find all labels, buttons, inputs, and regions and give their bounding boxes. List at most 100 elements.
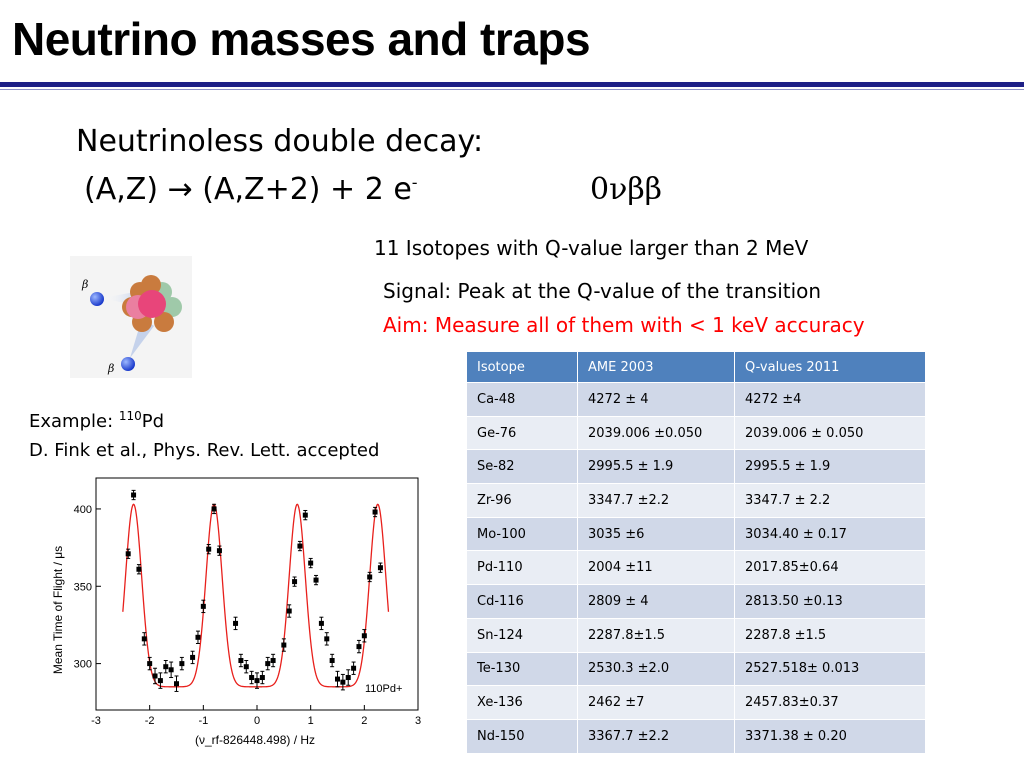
table-row: Xe-136 2462 ±7 2457.83±0.37 [467,685,926,720]
data-point [206,546,212,552]
example-line: Example: 110Pd [29,402,379,436]
column-header-isotope: Isotope [467,352,578,383]
data-point [179,661,185,667]
cell-ame2003: 3347.7 ±2.2 [577,483,735,518]
table-row: Te-130 2530.3 ±2.0 2527.518± 0.013 [467,651,926,686]
cell-ame2003: 2004 ±11 [577,550,735,585]
q-value-table: Isotope AME 2003 Q-values 2011 Ca-48 4272… [467,352,926,753]
data-point [297,543,303,549]
cell-qvalue2011: 2813.50 ±0.13 [734,584,926,619]
reaction-rhs: (A,Z+2) + 2 e [202,172,412,207]
cell-isotope: Xe-136 [467,685,578,720]
data-point [324,636,330,642]
isotopes-note: 11 Isotopes with Q-value larger than 2 M… [374,236,809,260]
data-point [174,681,179,687]
data-point [286,608,292,614]
title-divider-thin [0,89,1024,90]
data-point [190,654,196,660]
x-tick-label: -3 [91,715,101,727]
data-point [152,673,158,679]
cell-ame2003: 2462 ±7 [577,685,735,720]
cell-isotope: Se-82 [467,449,578,484]
data-point [233,620,239,626]
cell-isotope: Mo-100 [467,516,578,551]
cell-qvalue2011: 2017.85±0.64 [734,550,926,585]
example-prefix: Example: [29,411,119,432]
table-row: Pd-110 2004 ±11 2017.85±0.64 [467,550,926,585]
data-point [141,636,147,642]
cell-qvalue2011: 3034.40 ± 0.17 [734,516,926,551]
x-tick-label: -2 [145,715,155,727]
data-point [308,560,314,566]
x-tick-label: 0 [254,715,260,727]
cell-ame2003: 2530.3 ±2.0 [577,651,735,686]
cell-ame2003: 2039.006 ±0.050 [577,415,735,450]
table-row: Ge-76 2039.006 ±0.050 2039.006 ± 0.050 [467,415,926,450]
data-point [259,675,265,681]
cell-isotope: Pd-110 [467,550,578,585]
data-point [238,658,244,664]
x-tick-label: 3 [415,715,421,727]
data-point [345,675,351,681]
nucleus-illustration: β β [70,256,192,378]
data-point [157,678,163,684]
tof-resonance-chart: -3 -2 -1 0 1 2 3 300 350 400 Mean Time of Flight … [51,477,421,747]
cell-isotope: Ca-48 [467,382,578,417]
data-point [351,665,357,671]
cell-ame2003: 3035 ±6 [577,516,735,551]
title-divider [0,82,1024,87]
data-point [249,675,255,681]
reaction-arrow-icon: → [167,172,193,207]
section-heading: Neutrinoless double decay: [76,124,484,159]
signal-text: Signal: Peak at the Q-value of the trans… [383,279,822,303]
table-row: Cd-116 2809 ± 4 2813.50 ±0.13 [467,584,926,619]
table-row: Zr-96 3347.7 ±2.2 3347.7 ± 2.2 [467,483,926,518]
cell-qvalue2011: 4272 ±4 [734,382,926,417]
cell-isotope: Nd-150 [467,718,578,753]
table-row: Se-82 2995.5 ± 1.9 2995.5 ± 1.9 [467,449,926,484]
data-point [211,506,217,512]
data-point [318,620,324,626]
cell-isotope: Ge-76 [467,415,578,450]
x-axis-label: (ν_rf-826448.498) / Hz [195,733,315,747]
electron-top-icon [90,292,104,306]
data-point [195,634,201,640]
table-header-row: Isotope AME 2003 Q-values 2011 [467,352,926,383]
data-point [356,644,362,650]
beta-label-top: β [81,278,88,291]
x-tick-label: 2 [361,715,367,727]
beta-label-bottom: β [107,362,114,375]
fit-curve [122,503,390,688]
data-point [302,512,308,518]
data-point [216,548,222,554]
decay-reaction: (A,Z) → (A,Z+2) + 2 e- [84,172,418,207]
data-point [136,566,142,572]
data-point [254,678,260,684]
data-point [131,492,137,498]
data-point [340,679,346,685]
data-point [163,664,169,670]
table-row: Ca-48 4272 ± 4 4272 ±4 [467,382,926,417]
cell-qvalue2011: 2457.83±0.37 [734,685,926,720]
data-point [200,603,206,609]
electron-charge: - [411,173,418,192]
y-tick-label: 400 [74,504,92,516]
example-caption: Example: 110Pd D. Fink et al., Phys. Rev… [29,402,379,465]
data-point [292,579,298,585]
cell-ame2003: 4272 ± 4 [577,382,735,417]
cell-qvalue2011: 2039.006 ± 0.050 [734,415,926,450]
nucleus-icon [122,275,182,332]
cell-ame2003: 3367.7 ±2.2 [577,718,735,753]
table-row: Sn-124 2287.8±1.5 2287.8 ±1.5 [467,617,926,652]
x-tick-label: 1 [308,715,314,727]
decay-mode-symbol: 0νββ [590,172,663,207]
cell-isotope: Te-130 [467,651,578,686]
axis-ticks: -3 -2 -1 0 1 2 3 300 350 400 [74,504,421,727]
data-point [313,577,319,583]
data-point [281,642,287,648]
data-point [377,565,383,571]
data-points [125,489,383,692]
cell-qvalue2011: 3371.38 ± 0.20 [734,718,926,753]
example-mass-number: 110 [118,409,142,423]
y-axis-label: Mean Time of Flight / μs [51,546,65,674]
